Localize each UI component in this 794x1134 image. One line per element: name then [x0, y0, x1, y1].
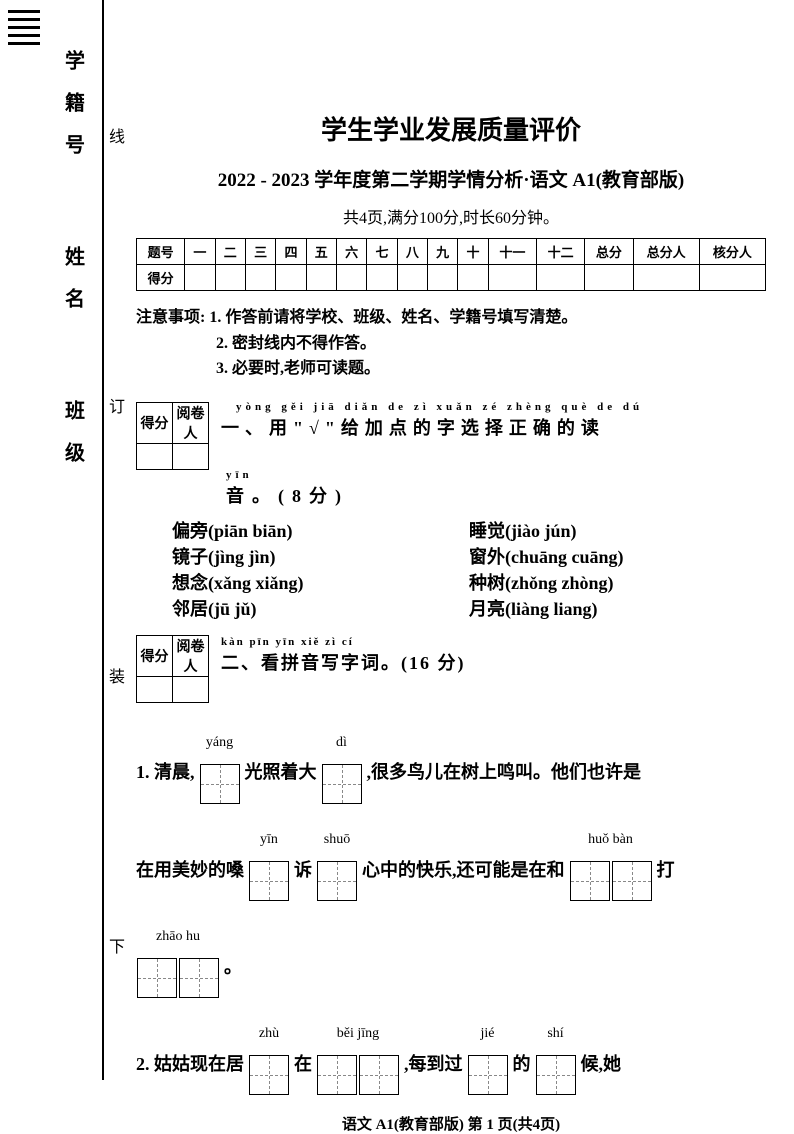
notice-block: 注意事项: 1. 作答前请将学校、班级、姓名、学籍号填写清楚。 2. 密封线内不…: [136, 305, 766, 382]
main-content: 学生学业发展质量评价 2022 - 2023 学年度第二学期学情分析·语文 A1…: [136, 110, 766, 1134]
pinyin-option[interactable]: 睡觉(jiào jún): [469, 517, 766, 543]
section1-title-b: 音。(8分): [226, 486, 349, 506]
seal-char: 线: [109, 123, 125, 147]
notice-item: 1. 作答前请将学校、班级、姓名、学籍号填写清楚。: [209, 309, 577, 326]
notice-item: 3. 必要时,老师可读题。: [216, 360, 380, 377]
tianzi-input[interactable]: shuō: [316, 820, 358, 901]
tianzi-input[interactable]: dì: [321, 723, 363, 804]
tianzi-input[interactable]: jié: [467, 1014, 509, 1095]
seal-char: 装: [109, 663, 125, 687]
seal-line-column: 线 订 装 下: [108, 0, 126, 1080]
section2-title: 二、看拼音写字词。(16 分): [221, 653, 466, 673]
tianzi-input[interactable]: zhāo hu: [136, 917, 220, 998]
seal-char: 订: [109, 393, 125, 417]
tianzi-input[interactable]: yáng: [199, 723, 241, 804]
pinyin-option[interactable]: 想念(xǎng xiǎng): [172, 569, 469, 595]
tianzi-input[interactable]: běi jīng: [316, 1014, 400, 1095]
exam-title: 学生学业发展质量评价: [136, 110, 766, 147]
binding-marks: [8, 10, 40, 45]
pinyin-option[interactable]: 窗外(chuāng cuāng): [469, 543, 766, 569]
notice-label: 注意事项:: [136, 309, 205, 326]
section1-body: 偏旁(piān biān)睡觉(jiào jún) 镜子(jìng jìn)窗外…: [136, 511, 766, 621]
section2-pinyin: kàn pīn yīn xiě zì cí: [180, 637, 766, 648]
pinyin-option[interactable]: 偏旁(piān biān): [172, 517, 469, 543]
page-footer: 语文 A1(教育部版) 第 1 页(共4页): [136, 1113, 766, 1134]
pinyin-option[interactable]: 邻居(jū jǔ): [172, 595, 469, 621]
question-2-1: 1. 清晨, yáng 光照着大 dì ,很多鸟儿在树上鸣叫。他们也许是 在用美…: [136, 723, 766, 999]
small-score-box: 得分阅卷人: [136, 635, 209, 703]
score-header-row: 题号 一 二 三 四 五 六 七 八 九 十 十一 十二 总分 总分人 核分人: [137, 239, 766, 265]
small-score-box: 得分阅卷人: [136, 402, 209, 470]
label-xuejihao: 学籍号: [59, 50, 88, 176]
question-2-2: 2. 姑姑现在居 zhù 在 běi jīng ,每到过 jié 的 shí 候…: [136, 1014, 766, 1095]
tianzi-input[interactable]: shí: [535, 1014, 577, 1095]
label-banji: 班级: [59, 400, 88, 484]
pinyin-option[interactable]: 镜子(jìng jìn): [172, 543, 469, 569]
pinyin-line2: yīn: [226, 470, 766, 481]
tianzi-input[interactable]: yīn: [248, 820, 290, 901]
label-xingming: 姓名: [59, 246, 88, 330]
tianzi-input[interactable]: huǒ bàn: [569, 820, 653, 901]
binding-column: 学籍号 姓名 班级: [44, 0, 104, 1080]
tianzi-input[interactable]: zhù: [248, 1014, 290, 1095]
seal-char: 下: [109, 933, 125, 957]
exam-subtitle: 2022 - 2023 学年度第二学期学情分析·语文 A1(教育部版): [136, 165, 766, 192]
section-1: 得分阅卷人 yòng gěi jiā diǎn de zì xuǎn zé zh…: [136, 402, 766, 621]
section1-title-a: 一、用"√"给加点的字选择正确的读: [221, 418, 605, 438]
pinyin-option[interactable]: 种树(zhǒng zhòng): [469, 569, 766, 595]
notice-item: 2. 密封线内不得作答。: [216, 335, 376, 352]
pinyin-line: yòng gěi jiā diǎn de zì xuǎn zé zhèng qu…: [236, 402, 766, 413]
exam-info: 共4页,满分100分,时长60分钟。: [136, 204, 766, 228]
score-value-row: 得分: [137, 265, 766, 291]
score-table: 题号 一 二 三 四 五 六 七 八 九 十 十一 十二 总分 总分人 核分人 …: [136, 238, 766, 291]
section-2: 得分阅卷人 kàn pīn yīn xiě zì cí 二、看拼音写字词。(16…: [136, 635, 766, 1096]
pinyin-option[interactable]: 月亮(liàng liang): [469, 595, 766, 621]
